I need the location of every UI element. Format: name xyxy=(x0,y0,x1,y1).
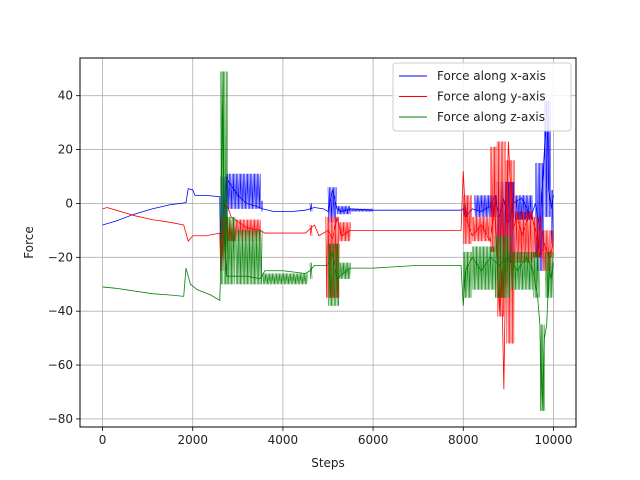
x-tick-label: 8000 xyxy=(448,433,479,447)
legend-label: Force along x-axis xyxy=(437,69,546,83)
series-band xyxy=(262,273,308,285)
series-band xyxy=(327,187,337,223)
series-band xyxy=(514,195,533,220)
series-band xyxy=(550,230,554,258)
series-band xyxy=(350,207,374,213)
series-band xyxy=(309,203,313,212)
y-tick-label: 40 xyxy=(58,89,73,103)
series-line xyxy=(102,141,554,390)
x-tick-label: 4000 xyxy=(268,433,299,447)
axes-frame xyxy=(79,57,577,428)
series-band xyxy=(226,216,236,285)
series-band xyxy=(474,195,498,217)
y-tick-label: −60 xyxy=(48,358,73,372)
series-2 xyxy=(102,71,554,411)
y-tick-label: −40 xyxy=(48,304,73,318)
series-band xyxy=(550,189,554,244)
legend-label: Force along y-axis xyxy=(437,90,546,104)
series-band xyxy=(463,251,472,298)
y-tick-label: −80 xyxy=(48,412,73,426)
x-tick-label: 0 xyxy=(99,433,107,447)
series-1 xyxy=(102,141,554,390)
series-band xyxy=(490,146,497,252)
series-band xyxy=(496,141,506,317)
series-line xyxy=(102,71,554,411)
x-tick-label: 2000 xyxy=(177,433,208,447)
x-axis-ticks: 0 2000 4000 6000 8000 10000 xyxy=(99,427,573,447)
legend-box xyxy=(392,62,572,132)
y-tick-label: −20 xyxy=(48,250,73,264)
series-band xyxy=(541,230,551,271)
plot-area xyxy=(102,71,554,411)
legend-label: Force along z-axis xyxy=(437,110,545,124)
series-band xyxy=(544,101,551,217)
series-band xyxy=(510,251,534,290)
series-band xyxy=(472,246,495,290)
series-line xyxy=(102,101,554,271)
series-band xyxy=(472,216,491,242)
series-band xyxy=(535,163,545,271)
series-band xyxy=(235,230,263,285)
series-band xyxy=(327,243,340,306)
x-axis-label: Steps xyxy=(311,456,345,470)
legend: Force along x-axis Force along y-axis Forc… xyxy=(392,62,572,132)
y-axis-ticks: −80 −60 −40 −20 0 20 40 xyxy=(48,89,80,426)
series-band xyxy=(261,200,263,212)
series-band xyxy=(309,224,313,236)
x-tick-label: 10000 xyxy=(534,433,572,447)
x-tick-label: 6000 xyxy=(358,433,389,447)
y-tick-label: 0 xyxy=(65,196,73,210)
series-band xyxy=(494,235,511,298)
y-axis-label: Force xyxy=(22,226,36,258)
y-tick-label: 20 xyxy=(58,143,73,157)
series-band xyxy=(339,262,351,279)
series-band xyxy=(532,216,542,258)
series-band xyxy=(545,251,554,298)
series-band xyxy=(336,206,351,215)
series-band xyxy=(226,173,262,209)
